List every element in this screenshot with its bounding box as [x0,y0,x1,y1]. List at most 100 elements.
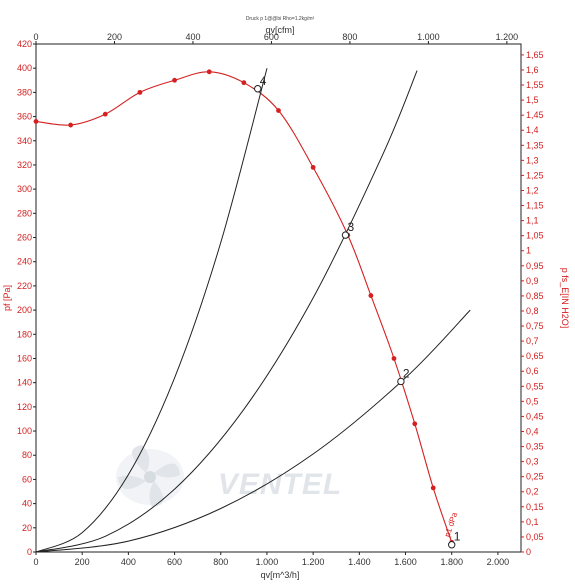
right-tick-label: 1,55 [526,80,544,90]
bottom-tick-label: 400 [121,557,136,567]
right-tick-label: 1,3 [526,155,539,165]
left-tick-label: 240 [17,257,32,267]
right-tick-label: 0 [526,547,531,557]
right-tick-label: 0,35 [526,442,544,452]
system-curve-line-2 [35,70,418,553]
bottom-tick-label: 200 [75,557,90,567]
fan-curve-point [430,485,436,491]
plot-frame [35,43,522,553]
left-tick-label: 180 [17,329,32,339]
operating-point-label: 3 [347,220,354,234]
right-tick-label: 1,4 [526,125,539,135]
fan-curve-point [310,164,316,170]
operating-point-label: 2 [403,366,410,380]
fan-curve-point [68,122,74,128]
bottom-tick-label: 1.000 [256,557,279,567]
top-tick-label: 1.200 [496,32,519,42]
fan-curve-line [35,71,453,543]
bottom-tick-label: 600 [167,557,182,567]
top-tick-label: 200 [107,32,122,42]
right-tick-label: 1,6 [526,65,539,75]
fan-curve-point [137,89,143,95]
bottom-tick-label: 2.000 [487,557,510,567]
operating-point-marker [254,85,262,93]
fan-logo-icon [116,445,184,507]
bottom-tick-label: 1.400 [348,557,371,567]
fan-curve-point [391,356,397,361]
bottom-tick-label: 800 [213,557,228,567]
top-axis-ticks: 0 200 400 600 800 1.000 1.200 [33,32,518,44]
left-tick-label: 340 [17,136,32,146]
right-tick-label: 0,85 [526,291,544,301]
fan-curve-point [241,80,247,86]
left-tick-label: 200 [17,305,32,315]
top-tick-label: 1.000 [417,32,440,42]
left-tick-label: 420 [17,39,32,49]
right-tick-label: 1,5 [526,95,539,105]
left-tick-label: 280 [17,208,32,218]
top-axis-title: qv[cfm] [265,25,294,35]
left-tick-label: 0 [27,547,32,557]
left-tick-label: 40 [22,499,32,509]
right-tick-label: 0,7 [526,336,539,346]
operating-points: 4 3 2 1 [254,74,461,549]
system-curve-line-3 [35,309,471,553]
right-tick-label: 1,2 [526,185,539,195]
top-tick-label: 600 [264,32,279,42]
right-tick-label: 0,8 [526,306,539,316]
right-tick-label: 0,05 [526,532,544,542]
chart-title: Druck p 1@@bi Rho=1.2kg/m³ [246,16,315,22]
left-tick-label: 80 [22,450,32,460]
left-tick-label: 140 [17,378,32,388]
fan-curve-point [33,119,39,124]
right-tick-label: 0,55 [526,381,544,391]
left-tick-label: 100 [17,426,32,436]
operating-point-marker [341,231,350,239]
right-tick-label: 0,5 [526,396,539,406]
right-tick-label: 1,45 [526,110,544,120]
operating-point-label: 4 [260,74,267,88]
left-tick-label: 400 [17,63,32,73]
fan-curve-point [206,69,212,75]
bottom-axis-title: qv[m^3/h] [261,570,300,580]
fan-curve-point [368,293,374,298]
operating-point-marker [397,377,405,386]
right-tick-label: 1,05 [526,231,544,241]
ventel-watermark: VENTEL [116,445,342,507]
right-axis-ticks: 0 0,05 0,1 0,15 0,2 0,25 0,3 0,35 0,4 0,45 0,5 0,55… [521,50,544,557]
fan-curve-point [276,108,281,113]
right-tick-label: 0,15 [526,502,544,512]
right-tick-label: 1,25 [526,170,544,180]
left-tick-label: 300 [17,184,32,194]
right-tick-label: 0,75 [526,321,544,331]
fan-curve-point [172,77,177,83]
left-tick-label: 220 [17,281,32,291]
left-tick-label: 160 [17,353,32,363]
watermark-text: VENTEL [218,468,342,501]
left-tick-label: 260 [17,233,32,243]
right-tick-label: 0,25 [526,472,544,482]
right-axis-title: p fs_E[IN H2O] [560,268,570,329]
fan-curve-point [102,111,108,117]
left-tick-label: 120 [17,402,32,412]
bottom-axis-ticks: 0 200 400 600 800 1.000 1.200 1.400 1.600 1.800 2.… [33,552,509,567]
top-tick-label: 800 [342,32,357,42]
left-axis-title: pf [Pa] [2,285,12,311]
right-tick-label: 0,4 [526,426,539,436]
right-tick-label: 0,9 [526,276,539,286]
left-tick-label: 20 [22,523,32,533]
left-tick-label: 360 [17,112,32,122]
right-tick-label: 1,65 [526,50,544,60]
right-tick-label: 0,6 [526,366,539,376]
system-curve-line-1 [35,68,268,553]
left-tick-label: 60 [22,474,32,484]
top-tick-label: 0 [33,32,38,42]
left-tick-label: 320 [17,160,32,170]
right-tick-label: 0,1 [526,517,539,527]
bottom-tick-label: 1.800 [440,557,463,567]
right-tick-label: 0,45 [526,411,544,421]
right-tick-label: 1,15 [526,201,544,211]
right-tick-label: 1,35 [526,140,544,150]
bottom-tick-label: 1.200 [302,557,325,567]
